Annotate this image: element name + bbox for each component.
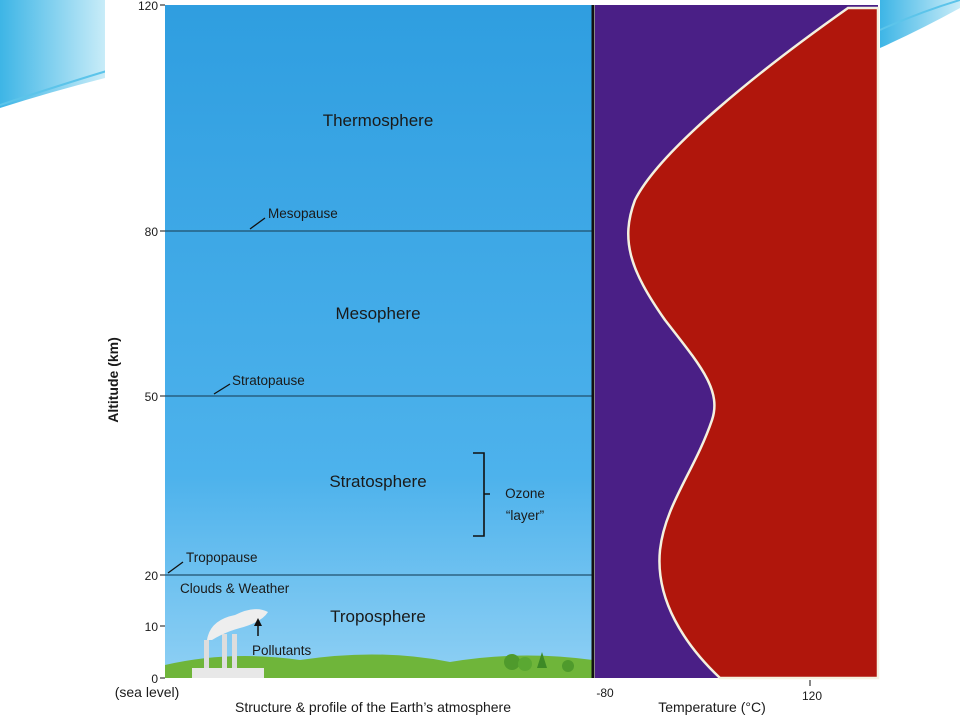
factory (192, 609, 268, 678)
tree (504, 654, 520, 670)
swoosh-line (0, 69, 111, 106)
caption: Structure & profile of the Earth’s atmos… (235, 699, 511, 715)
x-tick-label: -80 (596, 686, 614, 700)
ozone-label: “layer” (506, 508, 544, 523)
ozone-label: Ozone (505, 486, 545, 501)
y-tick-label: 0 (151, 672, 158, 686)
layer-label: Thermosphere (323, 111, 434, 130)
x-axis: -80 120 Temperature (°C) (596, 680, 822, 715)
swoosh-right (880, 0, 960, 48)
y-axis-label: Altitude (km) (105, 337, 121, 423)
pointer (249, 217, 266, 230)
y-tick-label: 80 (145, 225, 159, 239)
sea-level-note: (sea level) (115, 684, 180, 700)
ozone-bracket (473, 452, 490, 537)
tree (518, 657, 532, 671)
swoosh-line (879, 0, 960, 31)
weather-label: Clouds & Weather (180, 581, 290, 596)
y-axis: 120 80 50 20 10 0 Altitude (km) (sea lev… (105, 0, 179, 700)
ground (165, 654, 593, 678)
pollutants-label: Pollutants (252, 643, 312, 658)
pointer (213, 383, 231, 395)
pointer (254, 618, 262, 626)
x-axis-label: Temperature (°C) (658, 699, 766, 715)
tree (562, 660, 574, 672)
temperature-profile (627, 6, 880, 680)
boundary-label: Tropopause (186, 550, 258, 565)
x-tick-label: 120 (802, 689, 822, 703)
tree (537, 652, 547, 668)
layer-label: Mesophere (335, 304, 420, 323)
swoosh-left (0, 0, 105, 108)
y-tick-label: 120 (138, 0, 158, 13)
boundary-label: Mesopause (268, 206, 338, 221)
boundary-label: Stratopause (232, 373, 305, 388)
y-tick-label: 10 (145, 620, 159, 634)
layer-label: Troposphere (330, 607, 426, 626)
atmosphere-panel (165, 5, 593, 678)
pointer (167, 561, 184, 574)
y-tick-label: 20 (145, 569, 159, 583)
y-tick-label: 50 (145, 390, 159, 404)
layer-label: Stratosphere (329, 472, 426, 491)
